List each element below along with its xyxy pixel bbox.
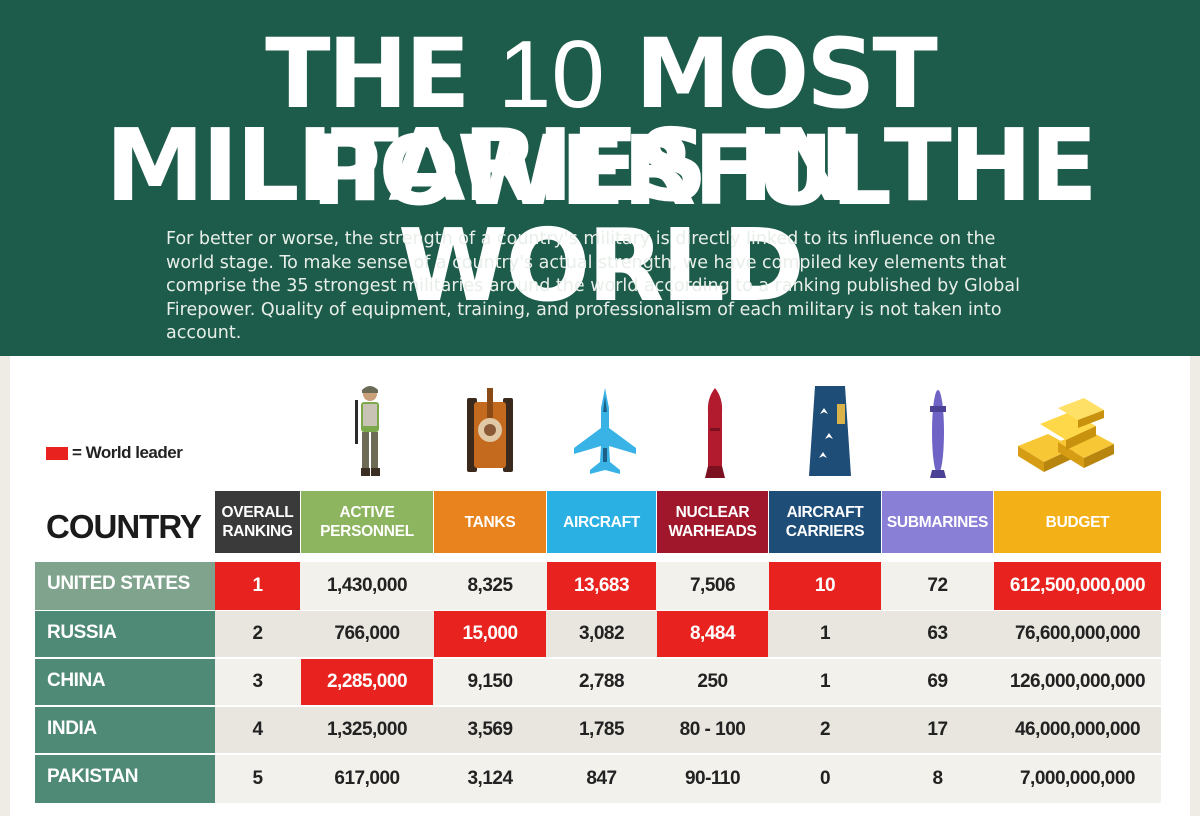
- cell-aircraft-carriers: 0: [819, 768, 831, 789]
- table-row: RUSSIA 2 766,000 15,000 3,082 8,484 1 63 76,600,…: [35, 611, 1161, 657]
- table-row: CHINA 3 2,285,000 9,150 2,788 250 1 69 126,000,0…: [35, 659, 1161, 705]
- title-number: 10: [497, 21, 605, 128]
- cell-nuclear-warheads: 250: [697, 671, 728, 692]
- cell-aircraft: 2,788: [578, 671, 625, 692]
- column-header-nuclear-warheads: NUCLEAR WARHEADS: [657, 491, 768, 553]
- legend-swatch: [46, 446, 68, 460]
- legend-label: = World leader: [72, 443, 183, 462]
- cell-submarines: 8: [932, 768, 943, 789]
- column-header-aircraft-carriers: AIRCRAFT CARRIERS: [769, 491, 881, 553]
- cell-aircraft-carriers: 10: [769, 562, 881, 610]
- cell-overall-ranking: 5: [252, 768, 263, 789]
- submarine-icon: [930, 390, 946, 478]
- cell-tanks: 3,569: [467, 719, 513, 740]
- cell-active-personnel: 766,000: [334, 623, 400, 644]
- table-row: UNITED STATES 1 1,430,000 8,325 13,683 7,506 1…: [35, 562, 1161, 610]
- cell-budget: 7,000,000,000: [1019, 768, 1136, 789]
- cell-tanks: 3,124: [467, 768, 513, 789]
- cell-aircraft-carriers: 1: [819, 671, 831, 692]
- cell-tanks: 15,000: [434, 611, 546, 657]
- country-name: UNITED STATES: [35, 562, 215, 610]
- cell-aircraft: 847: [586, 768, 617, 789]
- column-header-submarines: SUBMARINES: [882, 491, 993, 553]
- intro-paragraph: For better or worse, the strength of a c…: [166, 229, 1020, 343]
- title-line-2: MILITARIES IN THE WORLD: [105, 107, 1098, 324]
- gold-bars-icon: [1018, 398, 1114, 472]
- legend: = World leader: [46, 443, 183, 463]
- cell-overall-ranking: 3: [252, 671, 263, 692]
- country-name: PAKISTAN: [35, 755, 215, 803]
- fighter-jet-icon: [574, 388, 636, 474]
- cell-overall-ranking: 4: [252, 719, 263, 740]
- nuclear-warhead-icon: [705, 388, 725, 478]
- cell-aircraft: 1,785: [578, 719, 625, 740]
- cell-tanks: 8,325: [467, 575, 513, 596]
- cell-submarines: 72: [927, 575, 948, 596]
- column-header-tanks: TANKS: [434, 491, 546, 553]
- cell-nuclear-warheads: 80 - 100: [679, 719, 746, 740]
- cell-nuclear-warheads: 90-110: [684, 768, 741, 789]
- cell-submarines: 69: [927, 671, 948, 692]
- table-row: PAKISTAN 5 617,000 3,124 847 90-110 0 8 7,000,00…: [35, 755, 1161, 803]
- country-name: CHINA: [35, 659, 215, 705]
- cell-budget: 46,000,000,000: [1014, 719, 1141, 740]
- cell-overall-ranking: 1: [215, 562, 300, 610]
- column-header-overall-ranking: OVERALL RANKING: [215, 491, 300, 553]
- title-line-1: THE 10 MOST POWERFUL: [265, 18, 938, 227]
- country-name: INDIA: [35, 707, 215, 753]
- cell-nuclear-warheads: 8,484: [657, 611, 768, 657]
- cell-budget: 76,600,000,000: [1014, 623, 1141, 644]
- cell-active-personnel: 1,430,000: [326, 575, 408, 596]
- cell-aircraft: 13,683: [547, 562, 656, 610]
- country-header: COUNTRY: [46, 508, 202, 545]
- cell-aircraft-carriers: 1: [819, 623, 831, 644]
- aircraft-carrier-icon: [809, 386, 851, 476]
- tank-icon: [467, 388, 513, 472]
- cell-tanks: 9,150: [467, 671, 513, 692]
- cell-submarines: 17: [927, 719, 948, 740]
- soldier-icon: [355, 386, 380, 476]
- table-row: INDIA 4 1,325,000 3,569 1,785 80 - 100 2 17 46,0…: [35, 707, 1161, 753]
- cell-active-personnel: 1,325,000: [326, 719, 408, 740]
- cell-active-personnel: 617,000: [334, 768, 400, 789]
- cell-aircraft-carriers: 2: [819, 719, 831, 740]
- cell-overall-ranking: 2: [252, 623, 263, 644]
- column-header-budget: BUDGET: [994, 491, 1161, 553]
- cell-nuclear-warheads: 7,506: [689, 575, 736, 596]
- country-name: RUSSIA: [35, 611, 215, 657]
- cell-aircraft: 3,082: [578, 623, 625, 644]
- cell-submarines: 63: [927, 623, 948, 644]
- cell-budget: 126,000,000,000: [1009, 671, 1146, 692]
- column-header-aircraft: AIRCRAFT: [547, 491, 656, 553]
- header-banner: THE 10 MOST POWERFUL MILITARIES IN THE W…: [0, 0, 1200, 356]
- cell-active-personnel: 2,285,000: [301, 659, 433, 705]
- cell-budget: 612,500,000,000: [994, 562, 1161, 610]
- column-header-active-personnel: ACTIVE PERSONNEL: [301, 491, 433, 553]
